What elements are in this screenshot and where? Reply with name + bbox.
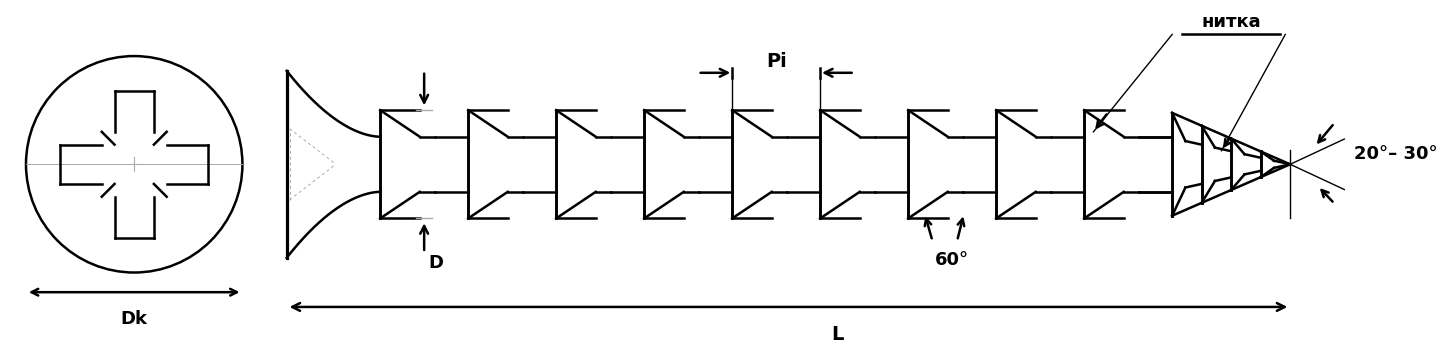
Text: Pi: Pi xyxy=(765,52,787,71)
Text: L: L xyxy=(832,325,844,344)
Text: 60°: 60° xyxy=(935,251,970,269)
Text: Dk: Dk xyxy=(121,310,148,328)
Text: D: D xyxy=(428,254,443,272)
Text: нитка: нитка xyxy=(1201,13,1260,31)
Text: 20°– 30°: 20°– 30° xyxy=(1355,146,1437,163)
